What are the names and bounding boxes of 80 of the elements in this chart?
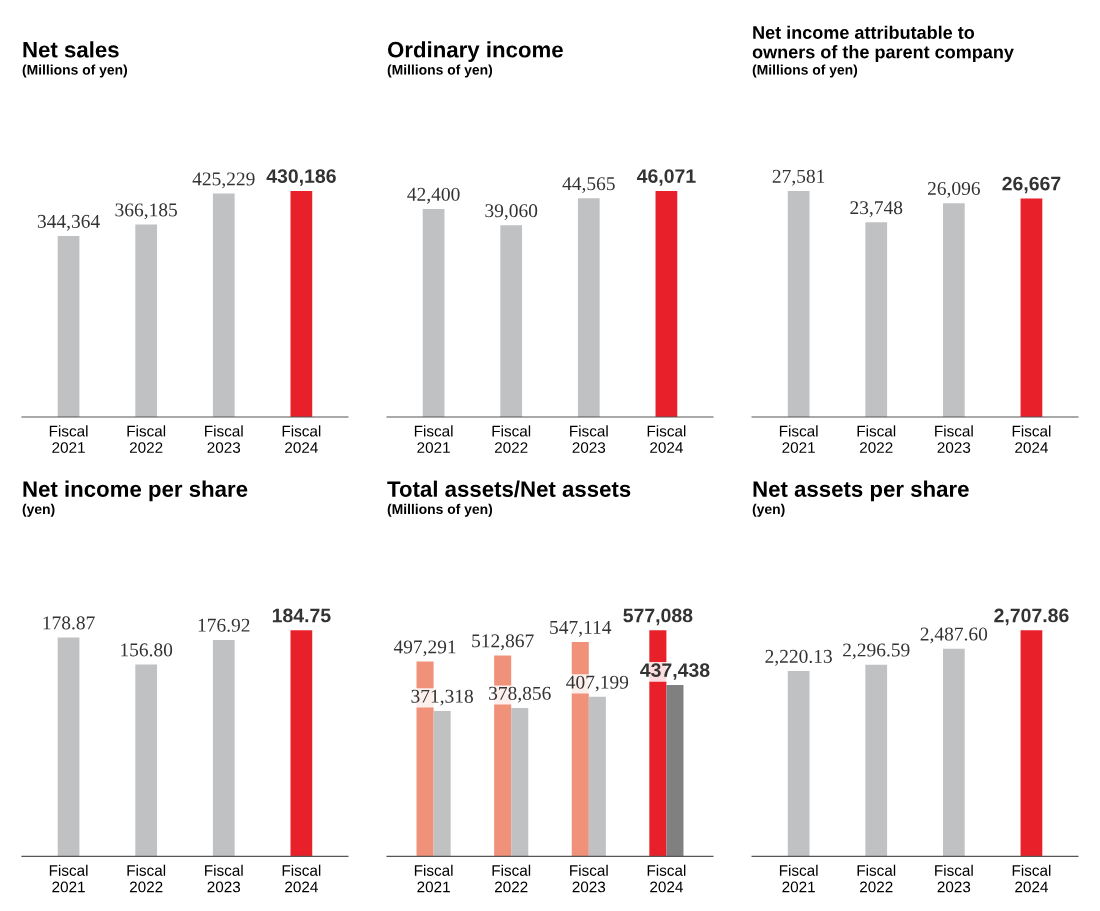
data-label: 178.87 (43, 616, 95, 630)
x-tick-label: Fiscal 2023 (935, 864, 973, 893)
x-tick-label: Fiscal 2023 (570, 425, 608, 453)
chart-title: Net income per share (23, 480, 248, 502)
x-tick-label: Fiscal 2022 (492, 425, 531, 453)
bar (787, 671, 810, 857)
chart-subtitle: (Millions of yen) (22, 64, 128, 78)
data-label: 366,185 (115, 203, 177, 220)
bar (135, 664, 158, 857)
chart-subtitle: (yen) (22, 503, 55, 517)
x-tick-label: Fiscal 2024 (282, 425, 321, 453)
chart-title: Ordinary income (387, 41, 563, 62)
bar (500, 225, 523, 417)
data-label: 23,748 (850, 201, 903, 218)
x-tick-label: Fiscal 2022 (492, 864, 531, 893)
bar (433, 710, 451, 857)
chart-subtitle: (Millions of yen) (387, 503, 493, 517)
data-label: 2,707.86 (994, 608, 1069, 626)
data-label: 407,199 (566, 675, 629, 692)
x-tick-label: Fiscal 2021 (414, 864, 453, 893)
x-tick-label: Fiscal 2024 (647, 864, 686, 893)
data-label: 437,438 (640, 663, 710, 680)
bar (577, 198, 600, 417)
x-tick-label: Fiscal 2023 (205, 425, 243, 453)
data-label: 2,487.60 (920, 627, 988, 644)
chart-title: Net sales (23, 41, 119, 58)
data-label: 425,229 (192, 172, 255, 189)
x-tick-label: Fiscal 2022 (127, 864, 166, 893)
data-label: 184.75 (272, 608, 331, 623)
bar (511, 707, 529, 857)
chart-subtitle: (Millions of yen) (387, 64, 493, 78)
data-label: 2,296.59 (843, 643, 910, 660)
x-tick-label: Fiscal 2024 (647, 425, 686, 453)
chart-title: Net income attributable to owners of the parent company (752, 25, 1014, 62)
x-tick-label: Fiscal 2023 (205, 864, 243, 893)
x-tick-label: Fiscal 2024 (1012, 864, 1051, 893)
data-label: 371,318 (411, 689, 473, 706)
bar (1020, 630, 1043, 857)
bar (865, 664, 888, 857)
x-tick-label: Fiscal 2022 (857, 864, 896, 893)
bar (290, 630, 313, 857)
x-tick-label: Fiscal 2023 (570, 864, 608, 893)
bar (655, 190, 678, 417)
data-label: 378,856 (489, 686, 551, 703)
x-tick-label: Fiscal 2024 (282, 864, 321, 893)
data-label: 430,186 (266, 169, 336, 186)
chart-title: Total assets/Net assets (387, 480, 631, 498)
chart-subtitle: (Millions of yen) (752, 64, 858, 78)
x-tick-label: Fiscal 2023 (935, 425, 973, 453)
chart-subtitle: (yen) (752, 503, 785, 517)
bar (212, 639, 235, 857)
x-tick-label: Fiscal 2021 (779, 864, 818, 893)
data-label: 42,400 (407, 187, 460, 204)
bar (942, 648, 965, 857)
bar (57, 637, 80, 857)
x-tick-label: Fiscal 2021 (779, 425, 818, 453)
data-label: 39,060 (485, 204, 538, 221)
x-tick-label: Fiscal 2022 (857, 425, 896, 453)
data-label: 344,364 (37, 214, 100, 231)
x-tick-label: Fiscal 2021 (49, 425, 88, 453)
data-label: 26,096 (927, 181, 980, 198)
data-label: 44,565 (562, 177, 615, 194)
x-tick-label: Fiscal 2021 (414, 425, 453, 453)
bar (422, 208, 445, 417)
data-label: 577,088 (623, 608, 693, 626)
data-label: 512,867 (472, 634, 534, 651)
data-label: 46,071 (636, 169, 696, 186)
data-label: 2,220.13 (765, 649, 832, 666)
data-label: 27,581 (772, 169, 825, 186)
bar (666, 685, 684, 857)
bar (588, 696, 606, 857)
data-label: 547,114 (550, 620, 612, 637)
x-tick-label: Fiscal 2022 (127, 425, 166, 453)
x-tick-label: Fiscal 2021 (49, 864, 88, 893)
chart-title: Net assets per share (753, 480, 969, 502)
x-tick-label: Fiscal 2024 (1012, 425, 1051, 453)
data-label: 176.92 (198, 618, 250, 632)
data-label: 26,667 (1002, 176, 1061, 194)
data-label: 497,291 (393, 640, 456, 657)
data-label: 156.80 (121, 643, 173, 657)
